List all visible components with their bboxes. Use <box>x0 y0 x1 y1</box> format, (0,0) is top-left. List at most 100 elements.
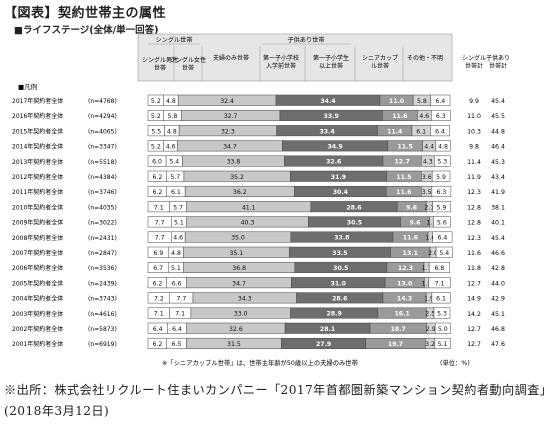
bar-value-label: 31.0 <box>331 280 347 287</box>
bar-value-label: 36.2 <box>233 189 247 196</box>
row-n-label: (n=4616) <box>88 311 117 318</box>
row-n-label: (n=2431) <box>88 235 117 242</box>
bar-value-label: 33.9 <box>324 113 339 120</box>
bar-value-label: 6.5 <box>172 341 182 348</box>
bar-value-label: 41.1 <box>242 204 256 211</box>
bar-value-label: 31.9 <box>331 174 346 181</box>
row-n-label: (n=4035) <box>88 204 117 211</box>
children-total-value: 42.8 <box>491 265 505 272</box>
bar-value-label: 30.5 <box>347 220 362 227</box>
bar-segment <box>431 170 451 182</box>
children-total-value: 42.9 <box>491 296 505 303</box>
bar-value-label: 12.7 <box>394 159 409 166</box>
single-total-value: 9.9 <box>469 98 479 105</box>
bar-value-label: 3.6 <box>422 174 432 181</box>
single-total-value: 12.3 <box>467 189 481 196</box>
row-label: 2009年契約者全体 <box>12 219 63 227</box>
row-label: 2003年契約者全体 <box>12 310 63 318</box>
bar-value-label: 6.1 <box>416 128 426 135</box>
row-label: 2014年契約者全体 <box>12 143 63 151</box>
row-label: 2007年契約者全体 <box>12 249 63 257</box>
row-n-label: (n=4065) <box>88 128 117 135</box>
bar-value-label: 6.2 <box>152 174 162 181</box>
bar-segment <box>434 155 451 167</box>
bar-value-label: 3.5 <box>422 189 432 196</box>
bar-segment <box>431 185 452 197</box>
row-n-label: (n=5518) <box>88 159 117 166</box>
bar-value-label: 6.8 <box>435 265 445 272</box>
bar-value-label: 9.6 <box>409 220 420 227</box>
bar-segment <box>435 246 453 258</box>
bar-value-label: 19.7 <box>388 341 403 348</box>
row-n-label: (n=3022) <box>88 220 117 227</box>
bar-value-label: 2.0 <box>428 250 438 257</box>
bar-value-label: 6.3 <box>436 189 446 196</box>
bar-value-label: 27.9 <box>316 341 331 348</box>
bar-value-label: 3.2 <box>425 341 435 348</box>
bar-value-label: 32.6 <box>326 159 341 166</box>
bar-segment <box>434 337 451 349</box>
bar-value-label: 5.9 <box>436 204 446 211</box>
bar-value-label: 11.6 <box>403 235 418 242</box>
children-total-value: 46.4 <box>491 144 505 151</box>
bar-value-label: 5.1 <box>438 341 448 348</box>
bar-segment <box>433 307 451 319</box>
column-header-3: 夫婦のみ世帯 <box>213 54 249 62</box>
bar-value-label: 2.9 <box>426 326 436 333</box>
row-label: 2011年契約者全体 <box>12 188 63 196</box>
single-total-value: 12.3 <box>467 235 481 242</box>
single-total-value: 12.7 <box>467 326 481 333</box>
bar-value-label: 16.1 <box>394 311 409 318</box>
bar-segment <box>433 216 451 228</box>
row-label: 2010年契約者全体 <box>12 203 63 211</box>
bar-value-label: 4.6 <box>166 144 176 151</box>
single-total-value: 11.0 <box>467 113 481 120</box>
group-header-children: 子供あり世帯 <box>287 36 324 44</box>
bar-value-label: 2.5 <box>425 311 435 318</box>
bar-value-label: 6.4 <box>438 235 448 242</box>
bar-value-label: 6.1 <box>171 189 181 196</box>
bar-value-label: 30.4 <box>333 189 349 196</box>
bar-value-label: 5.4 <box>169 159 179 166</box>
bar-value-label: 34.7 <box>223 144 237 151</box>
single-total-value: 11.4 <box>467 159 481 166</box>
row-n-label: (n=2847) <box>88 250 117 257</box>
bar-value-label: 7.1 <box>435 280 445 287</box>
bar-value-label: 33.5 <box>332 250 347 257</box>
bar-value-label: 33.8 <box>334 235 349 242</box>
column-header-7: その他・不明 <box>407 54 443 62</box>
bar-value-label: 11.4 <box>387 128 403 135</box>
bar-value-label: 35.2 <box>230 174 244 181</box>
column-header-5: 第一子小学生以上世帯 <box>313 54 349 70</box>
bar-value-label: 5.3 <box>437 311 447 318</box>
unit-note: (単位：%) <box>440 358 470 367</box>
bar-value-label: 7.1 <box>154 311 164 318</box>
single-total-value: 9.8 <box>469 144 479 151</box>
bar-segment <box>428 277 451 289</box>
bar-value-label: 28.6 <box>332 296 347 303</box>
bar-value-label: 30.5 <box>333 265 348 272</box>
bar-value-label: 4.8 <box>167 128 177 135</box>
bar-value-label: 28.6 <box>346 204 361 211</box>
row-label: 2012年契約者全体 <box>12 173 63 181</box>
single-total-value: 11.6 <box>467 250 481 257</box>
row-label: 2001年契約者全体 <box>12 340 63 348</box>
bar-value-label: 11.5 <box>398 144 413 151</box>
bar-value-label: 4.3 <box>423 159 433 166</box>
bar-value-label: 5.6 <box>437 220 447 227</box>
bar-value-label: 7.7 <box>155 235 165 242</box>
bar-value-label: 5.0 <box>438 326 448 333</box>
bar-value-label: 34.4 <box>320 98 336 105</box>
single-total-value: 12.7 <box>467 280 481 287</box>
bar-value-label: 6.6 <box>172 280 182 287</box>
summary-header-2: 子供あり世帯計 <box>486 54 510 70</box>
children-total-value: 40.1 <box>491 220 505 227</box>
bar-value-label: 5.9 <box>436 174 446 181</box>
bar-value-label: 6.4 <box>435 128 445 135</box>
column-header-4: 第一子小学校入学前世帯 <box>263 54 299 70</box>
chart-footnote: ※「シニアカップル世帯」は、世帯主年齢が50歳以上の夫婦のみ世帯 <box>162 358 358 367</box>
bar-value-label: 5.2 <box>151 98 161 105</box>
bar-value-label: 5.8 <box>168 113 178 120</box>
header-background <box>137 33 453 82</box>
bar-value-label: 5.8 <box>417 98 427 105</box>
